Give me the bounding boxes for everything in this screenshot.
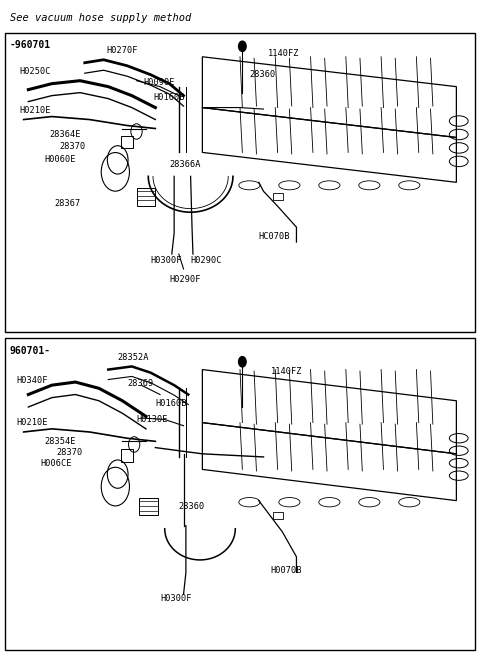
Text: H0210E: H0210E — [16, 418, 48, 427]
Text: 28369: 28369 — [127, 379, 153, 388]
Text: HC070B: HC070B — [259, 232, 290, 240]
Text: 28360: 28360 — [179, 503, 205, 511]
Text: H0290C: H0290C — [191, 256, 222, 265]
Text: H0160B: H0160B — [153, 93, 184, 102]
Text: 28354E: 28354E — [45, 437, 76, 446]
Text: 28370: 28370 — [59, 142, 85, 151]
Circle shape — [239, 41, 246, 51]
Text: H006CE: H006CE — [40, 459, 72, 468]
Bar — [121, 136, 133, 148]
Text: H0340F: H0340F — [16, 376, 48, 385]
Text: H0290F: H0290F — [169, 275, 201, 284]
Text: 28352A: 28352A — [118, 353, 149, 361]
Bar — [5, 33, 475, 332]
Bar — [273, 193, 283, 200]
Text: 1140FZ: 1140FZ — [268, 49, 300, 58]
Text: H0160B: H0160B — [156, 399, 187, 409]
Bar — [136, 189, 156, 206]
Text: 28370: 28370 — [57, 448, 83, 457]
Bar — [121, 449, 133, 462]
Text: 28367: 28367 — [54, 199, 81, 208]
Text: H0300F: H0300F — [160, 595, 192, 603]
Bar — [5, 338, 475, 650]
Text: H0270F: H0270F — [106, 46, 137, 55]
Text: H0090E: H0090E — [144, 78, 175, 87]
Text: See vacuum hose supply method: See vacuum hose supply method — [10, 13, 191, 23]
Text: H0060E: H0060E — [45, 156, 76, 164]
Text: H0210E: H0210E — [19, 106, 50, 115]
Text: H0130E: H0130E — [136, 415, 168, 424]
Text: 960701-: 960701- — [10, 346, 50, 356]
Text: H0250C: H0250C — [19, 67, 50, 76]
Text: 1140FZ: 1140FZ — [271, 367, 302, 376]
Text: 28364E: 28364E — [49, 130, 81, 139]
Bar — [139, 497, 157, 514]
Text: 28366A: 28366A — [169, 160, 201, 169]
Text: H0070B: H0070B — [271, 566, 302, 576]
Text: H0300F: H0300F — [151, 256, 182, 265]
Circle shape — [239, 357, 246, 367]
Text: 28360: 28360 — [250, 70, 276, 79]
Text: -960701: -960701 — [10, 40, 50, 51]
Bar — [273, 512, 283, 519]
